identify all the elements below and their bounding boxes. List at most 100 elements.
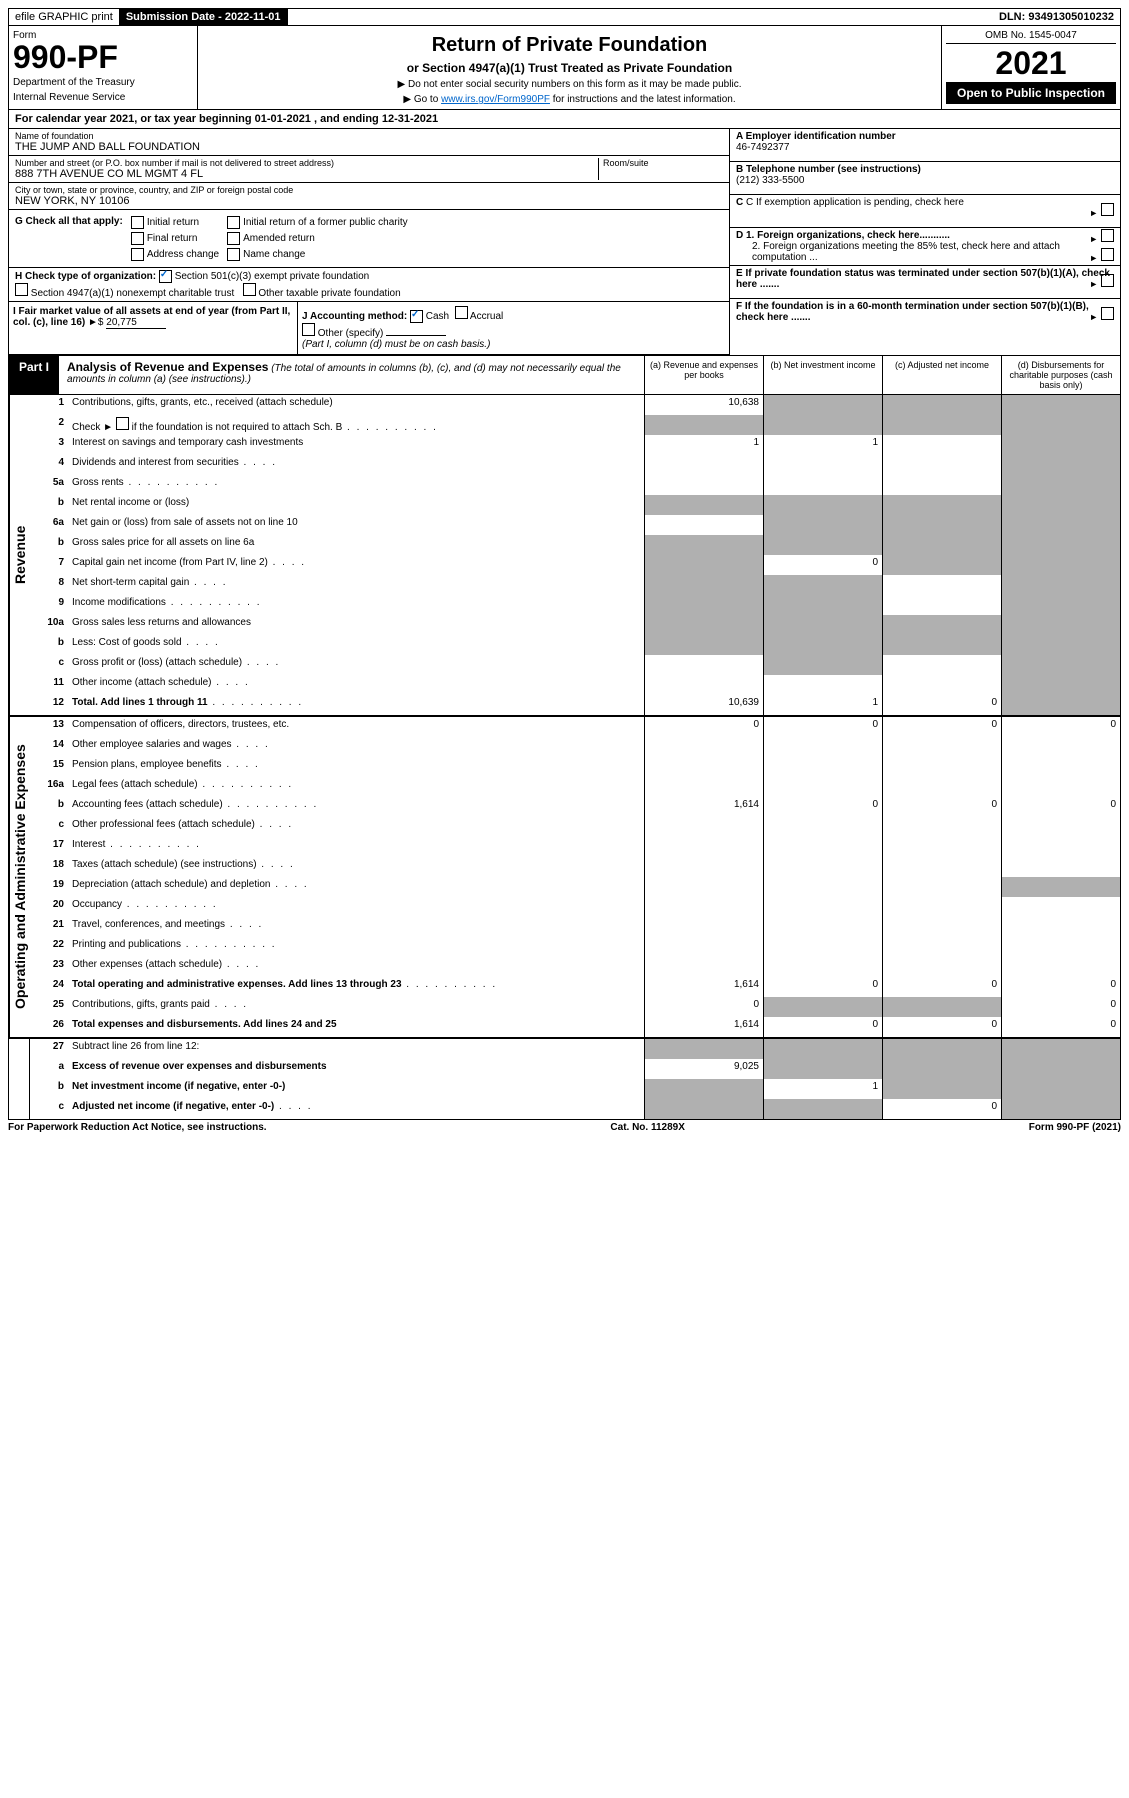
desc-4: Dividends and interest from securities — [68, 455, 644, 475]
footer-left: For Paperwork Reduction Act Notice, see … — [8, 1122, 267, 1133]
l27b-a — [644, 1079, 763, 1099]
l10a-a — [644, 615, 763, 635]
ln-6b: b — [30, 535, 68, 555]
cb-d1[interactable] — [1101, 229, 1114, 242]
cb-other-taxable[interactable] — [243, 283, 256, 296]
l24-d: 0 — [1001, 977, 1120, 997]
l5a-b — [763, 475, 882, 495]
cb-c[interactable] — [1101, 203, 1114, 216]
l27-a — [644, 1039, 763, 1059]
l6a-b — [763, 515, 882, 535]
l10c-a — [644, 655, 763, 675]
l21-b — [763, 917, 882, 937]
desc-1: Contributions, gifts, grants, etc., rece… — [68, 395, 644, 415]
e-label: E If private foundation status was termi… — [736, 268, 1110, 290]
l14-b — [763, 737, 882, 757]
open-public-badge: Open to Public Inspection — [946, 82, 1116, 104]
ln-18: 18 — [30, 857, 68, 877]
opt-name: Name change — [243, 249, 305, 260]
l27c-a — [644, 1099, 763, 1119]
l10c-d — [1001, 655, 1120, 675]
desc-8: Net short-term capital gain — [68, 575, 644, 595]
desc-27b: Net investment income (if negative, ente… — [68, 1079, 644, 1099]
l22-d — [1001, 937, 1120, 957]
l24-b: 0 — [763, 977, 882, 997]
desc-20: Occupancy — [68, 897, 644, 917]
l9-a — [644, 595, 763, 615]
l25-d: 0 — [1001, 997, 1120, 1017]
l8-c — [882, 575, 1001, 595]
l2-b — [763, 415, 882, 435]
l6b-c — [882, 535, 1001, 555]
l16b-b: 0 — [763, 797, 882, 817]
cb-final-return[interactable] — [131, 232, 144, 245]
l7-a — [644, 555, 763, 575]
l16b-c: 0 — [882, 797, 1001, 817]
note2-suffix: for instructions and the latest informat… — [550, 94, 736, 105]
h-opt1: Section 501(c)(3) exempt private foundat… — [175, 271, 370, 282]
l27c-c: 0 — [882, 1099, 1001, 1119]
desc-9: Income modifications — [68, 595, 644, 615]
irs-link[interactable]: www.irs.gov/Form990PF — [441, 94, 550, 105]
l5b-d — [1001, 495, 1120, 515]
note-link: ▶ Go to www.irs.gov/Form990PF for instru… — [202, 94, 937, 105]
cb-name-change[interactable] — [227, 248, 240, 261]
col-a-hdr: (a) Revenue and expenses per books — [644, 356, 763, 394]
opt-final: Final return — [147, 233, 198, 244]
addr-label: Number and street (or P.O. box number if… — [15, 158, 334, 168]
l27a-a: 9,025 — [644, 1059, 763, 1079]
cb-schb[interactable] — [116, 417, 129, 430]
h-label: H Check type of organization: — [15, 271, 156, 282]
cb-f[interactable] — [1101, 307, 1114, 320]
ln-25: 25 — [30, 997, 68, 1017]
ln-12: 12 — [30, 695, 68, 715]
l12-b: 1 — [763, 695, 882, 715]
l17-b — [763, 837, 882, 857]
desc-10c: Gross profit or (loss) (attach schedule) — [68, 655, 644, 675]
l10b-b — [763, 635, 882, 655]
desc-23: Other expenses (attach schedule) — [68, 957, 644, 977]
ln-3: 3 — [30, 435, 68, 455]
cb-other-method[interactable] — [302, 323, 315, 336]
cb-501c3[interactable] — [159, 270, 172, 283]
ln-11: 11 — [30, 675, 68, 695]
col-b-hdr: (b) Net investment income — [763, 356, 882, 394]
l18-b — [763, 857, 882, 877]
ln-22: 22 — [30, 937, 68, 957]
h-opt2: Section 4947(a)(1) nonexempt charitable … — [31, 288, 234, 299]
expenses-section: Operating and Administrative Expenses 13… — [8, 716, 1121, 1038]
cb-e[interactable] — [1101, 274, 1114, 287]
l2-suffix: if the foundation is not required to att… — [129, 422, 342, 433]
l25-a: 0 — [644, 997, 763, 1017]
l22-c — [882, 937, 1001, 957]
ln-15: 15 — [30, 757, 68, 777]
j-note: (Part I, column (d) must be on cash basi… — [302, 339, 490, 350]
cb-cash[interactable] — [410, 310, 423, 323]
ln-8: 8 — [30, 575, 68, 595]
part1-label: Part I — [9, 356, 59, 394]
cb-address-change[interactable] — [131, 248, 144, 261]
telephone: (212) 333-5500 — [736, 175, 804, 186]
cb-d2[interactable] — [1101, 248, 1114, 261]
l16c-c — [882, 817, 1001, 837]
cb-initial-return[interactable] — [131, 216, 144, 229]
cb-4947[interactable] — [15, 283, 28, 296]
l5a-a — [644, 475, 763, 495]
l5b-a — [644, 495, 763, 515]
l23-b — [763, 957, 882, 977]
form-title: Return of Private Foundation — [202, 34, 937, 57]
cb-initial-former[interactable] — [227, 216, 240, 229]
dln: DLN: 93491305010232 — [993, 9, 1120, 25]
l10b-a — [644, 635, 763, 655]
l11-d — [1001, 675, 1120, 695]
l21-d — [1001, 917, 1120, 937]
l4-b — [763, 455, 882, 475]
cb-amended[interactable] — [227, 232, 240, 245]
col-d-hdr: (d) Disbursements for charitable purpose… — [1001, 356, 1120, 394]
l19-b — [763, 877, 882, 897]
cb-accrual[interactable] — [455, 306, 468, 319]
j-accrual: Accrual — [470, 311, 503, 322]
desc-2: Check ► if the foundation is not require… — [68, 415, 644, 435]
ln-14: 14 — [30, 737, 68, 757]
tax-year: 2021 — [946, 44, 1116, 82]
